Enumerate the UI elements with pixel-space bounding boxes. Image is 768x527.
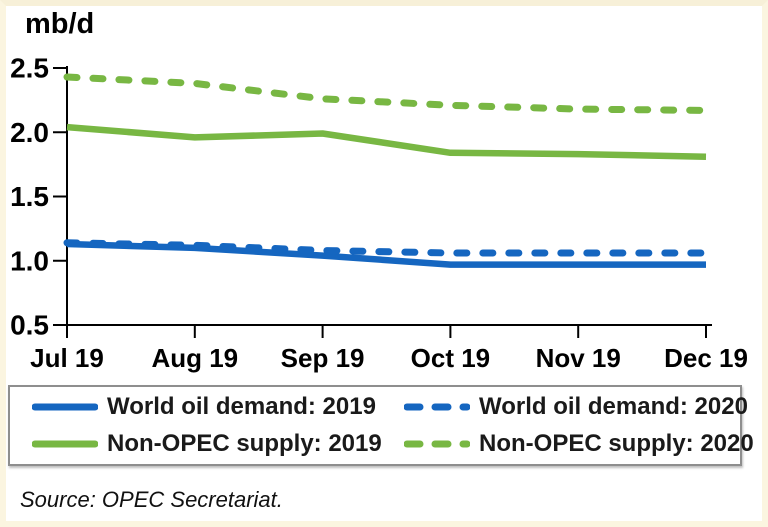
- legend-label: World oil demand: 2019: [107, 393, 376, 420]
- y-tick-label: 1.5: [10, 181, 49, 212]
- legend-item: Non-OPEC supply: 2019: [32, 430, 404, 458]
- x-tick-label: Dec 19: [664, 343, 748, 373]
- y-tick-label: 0.5: [10, 310, 49, 341]
- legend-item: World oil demand: 2020: [404, 393, 754, 421]
- x-tick-label: Oct 19: [411, 343, 491, 373]
- solid-line-swatch: [32, 440, 98, 448]
- y-tick-label: 2.0: [10, 117, 49, 148]
- series-dashed: [63, 239, 710, 257]
- series-dashed: [63, 73, 710, 114]
- line-chart: 0.5 1.0 1.5 2.0 2.5 Jul 19 Aug 19 Sep 19 Oct 19 N…: [10, 53, 748, 374]
- x-tick-label: Aug 19: [151, 343, 238, 373]
- solid-line-swatch: [32, 403, 98, 411]
- series-solid: [66, 123, 707, 160]
- legend-item: World oil demand: 2019: [32, 393, 404, 421]
- legend-item: Non-OPEC supply: 2020: [404, 430, 754, 458]
- y-axis-unit-label: mb/d: [25, 8, 95, 40]
- dashed-line-swatch: [404, 440, 470, 448]
- dashed-line-swatch: [404, 403, 470, 411]
- x-tick-label: Sep 19: [281, 343, 365, 373]
- x-tick-label: Jul 19: [30, 343, 104, 373]
- source-note: Source: OPEC Secretariat.: [20, 487, 283, 512]
- y-tick-label: 1.0: [10, 245, 49, 276]
- y-tick-label: 2.5: [10, 53, 49, 84]
- chart-legend: World oil demand: 2019 World oil demand: …: [8, 385, 754, 466]
- x-tick-label: Nov 19: [536, 343, 621, 373]
- legend-label: Non-OPEC supply: 2019: [107, 430, 382, 457]
- legend-label: Non-OPEC supply: 2020: [479, 430, 754, 457]
- legend-label: World oil demand: 2020: [479, 393, 748, 420]
